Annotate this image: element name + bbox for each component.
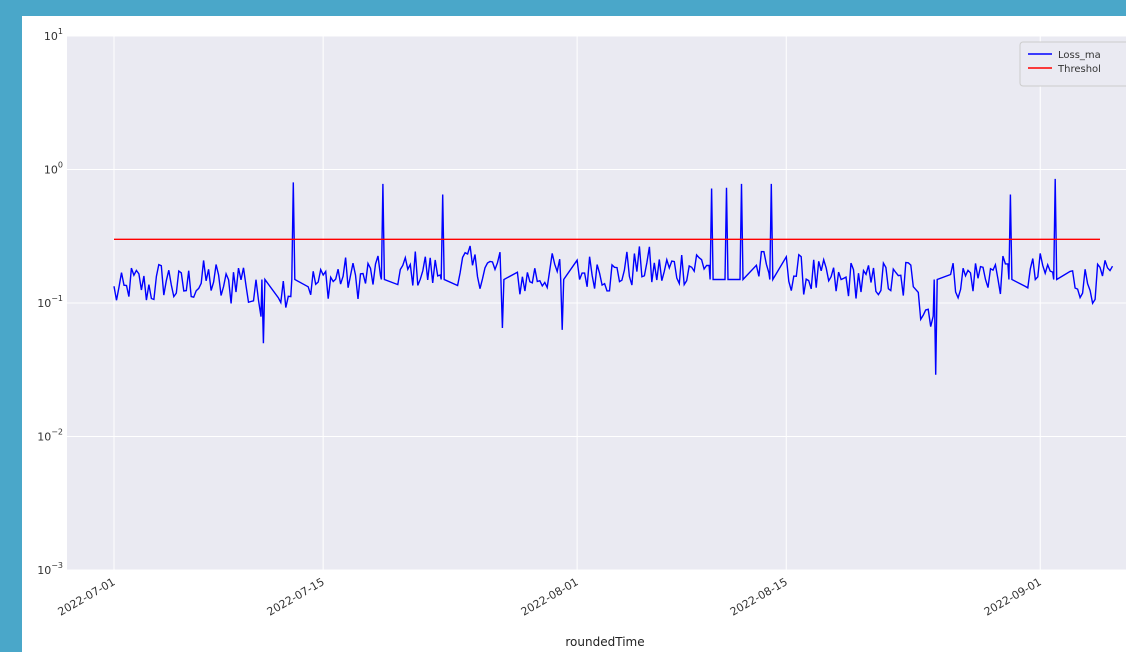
legend: Loss_ma Threshol: [1019, 41, 1126, 87]
x-axis-label: roundedTime: [565, 635, 644, 649]
y-tick-label: 10−2: [37, 428, 63, 444]
grid: [67, 35, 1126, 571]
series-line-loss_ma: [113, 178, 1114, 375]
legend-entry: Loss_ma: [1058, 50, 1101, 61]
x-axis: 2022-07-01 2022-07-15 2022-08-01 2022-08-15…: [56, 575, 1044, 618]
chart-frame: 101 100 10−1 10−2 10−3 2022-07-01 2022-07-15 2…: [22, 16, 1126, 652]
x-tick-label: 2022-09-01: [982, 575, 1044, 618]
legend-box: [1019, 41, 1126, 87]
y-tick-label: 101: [44, 27, 63, 43]
series-layer: [113, 178, 1114, 375]
x-tick-label: 2022-08-15: [728, 575, 790, 618]
y-tick-label: 10−1: [37, 294, 63, 310]
x-tick-label: 2022-07-01: [56, 575, 118, 618]
legend-entry: Threshol: [1057, 64, 1101, 75]
y-tick-label: 100: [44, 161, 63, 177]
x-tick-label: 2022-07-15: [265, 575, 327, 618]
y-tick-label: 10−3: [37, 561, 63, 577]
y-axis: 101 100 10−1 10−2 10−3: [37, 27, 63, 577]
x-tick-label: 2022-08-01: [519, 575, 581, 618]
